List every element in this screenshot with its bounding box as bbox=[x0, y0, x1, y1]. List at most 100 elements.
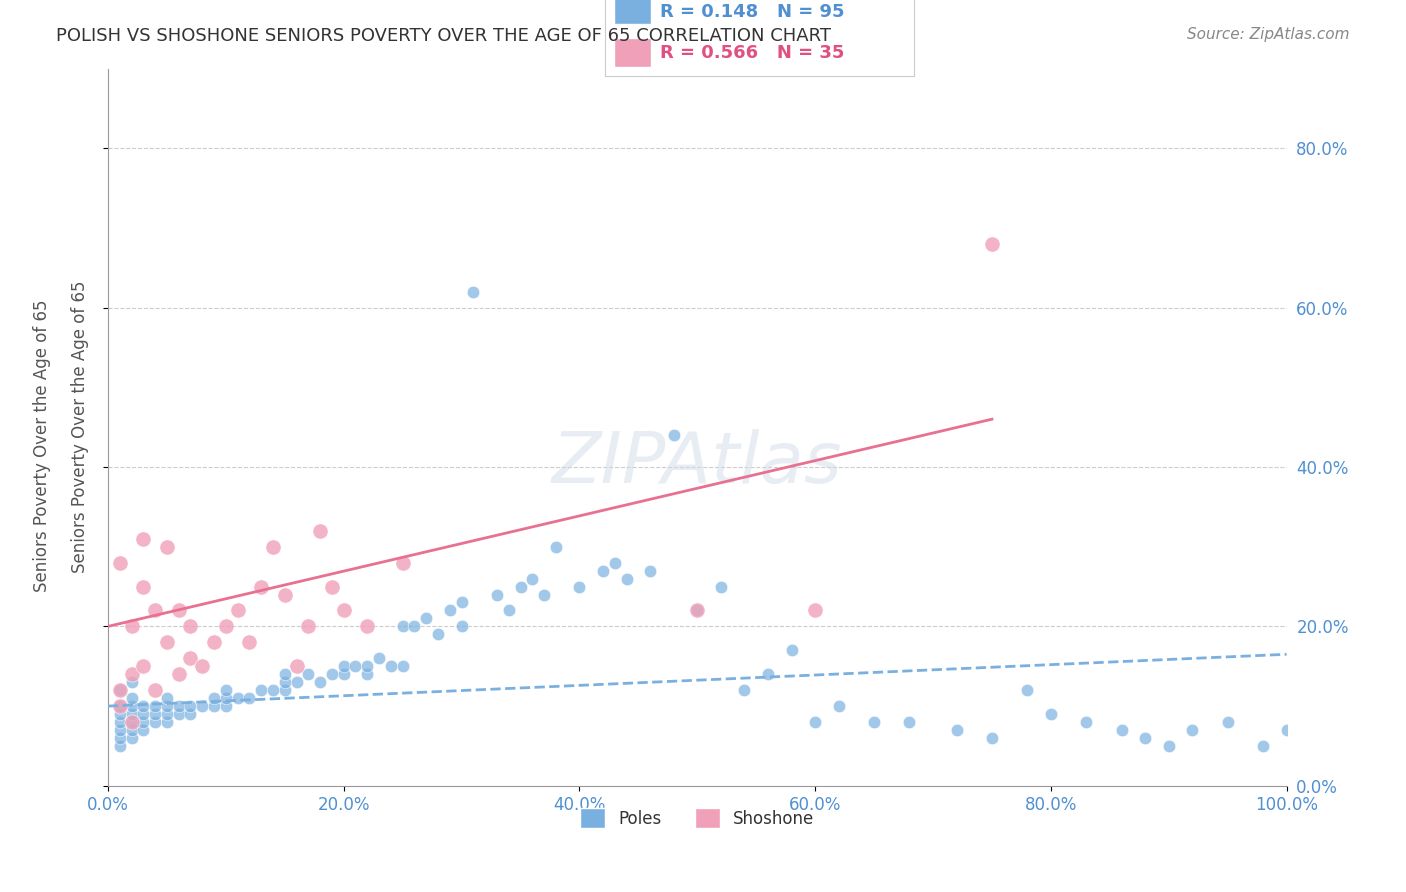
Point bbox=[756, 667, 779, 681]
Point bbox=[1275, 723, 1298, 737]
Point bbox=[238, 635, 260, 649]
Point bbox=[108, 739, 131, 753]
Point bbox=[167, 667, 190, 681]
Point bbox=[1181, 723, 1204, 737]
Point bbox=[391, 659, 413, 673]
Point bbox=[391, 619, 413, 633]
Point bbox=[132, 532, 155, 546]
Point bbox=[274, 683, 297, 698]
Point bbox=[215, 699, 238, 714]
Point bbox=[463, 285, 485, 299]
Point bbox=[415, 611, 437, 625]
Point bbox=[509, 580, 531, 594]
Point bbox=[863, 714, 886, 729]
Point bbox=[179, 619, 201, 633]
Point bbox=[1017, 683, 1039, 698]
Point bbox=[1251, 739, 1274, 753]
Point bbox=[733, 683, 755, 698]
Point bbox=[108, 714, 131, 729]
Point bbox=[1157, 739, 1180, 753]
FancyBboxPatch shape bbox=[614, 38, 651, 67]
Point bbox=[179, 699, 201, 714]
Point bbox=[143, 603, 166, 617]
Point bbox=[215, 683, 238, 698]
Point bbox=[108, 699, 131, 714]
Point bbox=[143, 714, 166, 729]
Point bbox=[439, 603, 461, 617]
Point bbox=[108, 723, 131, 737]
Point bbox=[1039, 707, 1062, 722]
Point bbox=[404, 619, 426, 633]
Point bbox=[121, 731, 143, 745]
Point bbox=[309, 675, 332, 690]
Point bbox=[1076, 714, 1098, 729]
Point bbox=[132, 699, 155, 714]
Point bbox=[108, 699, 131, 714]
Point bbox=[121, 699, 143, 714]
Point bbox=[945, 723, 967, 737]
Point bbox=[616, 572, 638, 586]
Point bbox=[686, 603, 709, 617]
Point bbox=[238, 691, 260, 706]
Point bbox=[262, 540, 284, 554]
Point bbox=[638, 564, 661, 578]
Point bbox=[274, 675, 297, 690]
Point bbox=[167, 707, 190, 722]
Point bbox=[332, 659, 354, 673]
Point bbox=[450, 619, 472, 633]
Point bbox=[1133, 731, 1156, 745]
Point bbox=[250, 580, 273, 594]
Point bbox=[274, 667, 297, 681]
Point bbox=[202, 635, 225, 649]
Point bbox=[121, 714, 143, 729]
Point bbox=[179, 651, 201, 665]
Point bbox=[981, 731, 1004, 745]
Point bbox=[368, 651, 391, 665]
Text: ZIPAtlas: ZIPAtlas bbox=[553, 428, 842, 498]
Point bbox=[898, 714, 921, 729]
Point bbox=[485, 587, 508, 601]
Point bbox=[132, 659, 155, 673]
Point bbox=[804, 603, 827, 617]
Point bbox=[143, 699, 166, 714]
Point bbox=[132, 723, 155, 737]
Point bbox=[156, 635, 179, 649]
Point bbox=[226, 603, 249, 617]
Point bbox=[391, 556, 413, 570]
Point bbox=[498, 603, 520, 617]
Text: Source: ZipAtlas.com: Source: ZipAtlas.com bbox=[1187, 27, 1350, 42]
Point bbox=[108, 556, 131, 570]
Point bbox=[804, 714, 827, 729]
Point bbox=[285, 659, 308, 673]
Point bbox=[215, 619, 238, 633]
Point bbox=[202, 691, 225, 706]
Point bbox=[132, 707, 155, 722]
Point bbox=[108, 683, 131, 698]
Point bbox=[121, 691, 143, 706]
Point bbox=[274, 587, 297, 601]
Text: R = 0.566   N = 35: R = 0.566 N = 35 bbox=[661, 44, 845, 62]
Point bbox=[108, 683, 131, 698]
Point bbox=[202, 699, 225, 714]
Point bbox=[121, 675, 143, 690]
Point bbox=[710, 580, 733, 594]
Y-axis label: Seniors Poverty Over the Age of 65: Seniors Poverty Over the Age of 65 bbox=[72, 281, 89, 574]
Point bbox=[1111, 723, 1133, 737]
Point bbox=[356, 619, 378, 633]
Point bbox=[121, 619, 143, 633]
Point bbox=[121, 714, 143, 729]
Point bbox=[828, 699, 851, 714]
Point bbox=[132, 580, 155, 594]
Point bbox=[167, 603, 190, 617]
Point bbox=[450, 595, 472, 609]
Point bbox=[321, 667, 343, 681]
Point bbox=[380, 659, 402, 673]
Point bbox=[321, 580, 343, 594]
Point bbox=[191, 699, 214, 714]
Point bbox=[156, 707, 179, 722]
Point bbox=[603, 556, 626, 570]
Point bbox=[156, 691, 179, 706]
Text: POLISH VS SHOSHONE SENIORS POVERTY OVER THE AGE OF 65 CORRELATION CHART: POLISH VS SHOSHONE SENIORS POVERTY OVER … bbox=[56, 27, 831, 45]
Point bbox=[156, 540, 179, 554]
Point bbox=[215, 691, 238, 706]
